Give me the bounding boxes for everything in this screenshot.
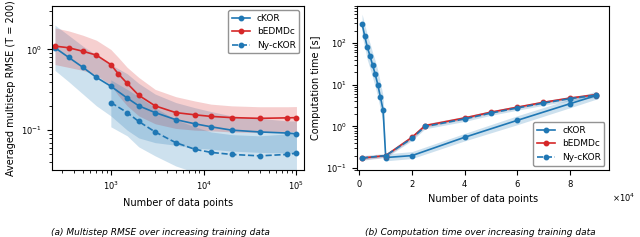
cKOR [358,23,366,25]
Ny-cKOR [421,125,429,128]
cKOR [371,73,379,76]
Line: cKOR: cKOR [52,46,299,136]
bEDMDc [93,54,100,57]
Ny-cKOR [592,94,600,97]
bEDMDc [566,97,573,100]
cKOR [51,46,59,49]
bEDMDc [172,111,180,114]
cKOR [107,85,115,88]
bEDMDc [540,101,547,104]
cKOR [93,76,100,79]
Line: bEDMDc: bEDMDc [52,44,299,121]
bEDMDc [358,157,366,160]
bEDMDc [115,72,122,75]
bEDMDc [191,113,198,116]
cKOR [361,34,369,37]
Ny-cKOR [107,101,115,104]
Ny-cKOR [566,97,573,100]
Ny-cKOR [513,107,521,109]
bEDMDc [408,136,416,139]
X-axis label: Number of data points: Number of data points [123,198,233,208]
cKOR [366,54,374,57]
Ny-cKOR [151,131,159,133]
Ny-cKOR [382,154,390,157]
Text: $\times10^4$: $\times10^4$ [612,191,635,204]
cKOR [369,64,376,66]
bEDMDc [65,46,72,49]
cKOR [374,83,381,86]
cKOR [151,111,159,114]
Ny-cKOR [228,153,236,156]
Ny-cKOR [191,148,198,151]
cKOR [513,119,521,122]
bEDMDc [124,82,131,85]
bEDMDc [228,116,236,119]
Y-axis label: Averaged multistep RMSE (T = 200): Averaged multistep RMSE (T = 200) [6,0,15,176]
bEDMDc [79,50,87,53]
cKOR [65,56,72,59]
X-axis label: Number of data points: Number of data points [428,194,538,204]
Text: (b) Computation time over increasing training data: (b) Computation time over increasing tra… [365,228,595,237]
cKOR [79,66,87,69]
cKOR [592,94,600,97]
cKOR [135,105,143,107]
Line: Ny-cKOR: Ny-cKOR [360,93,598,160]
cKOR [207,125,215,128]
cKOR [228,129,236,132]
bEDMDc [592,93,600,96]
Line: Ny-cKOR: Ny-cKOR [109,100,299,158]
Ny-cKOR [256,155,264,157]
bEDMDc [151,105,159,107]
Ny-cKOR [408,137,416,140]
bEDMDc [487,111,495,114]
cKOR [376,96,384,99]
Ny-cKOR [540,102,547,105]
cKOR [380,109,387,111]
Text: (a) Multistep RMSE over increasing training data: (a) Multistep RMSE over increasing train… [51,228,269,237]
cKOR [408,154,416,157]
Legend: cKOR, bEDMDc, Ny-cKOR: cKOR, bEDMDc, Ny-cKOR [533,122,605,166]
Ny-cKOR [292,152,300,155]
bEDMDc [284,116,291,119]
Line: bEDMDc: bEDMDc [360,92,598,160]
bEDMDc [107,63,115,66]
cKOR [172,118,180,121]
Ny-cKOR [124,111,131,114]
cKOR [124,97,131,100]
cKOR [382,156,390,159]
cKOR [191,122,198,125]
cKOR [292,132,300,135]
Ny-cKOR [172,141,180,144]
Ny-cKOR [358,157,366,160]
bEDMDc [292,116,300,119]
cKOR [256,131,264,133]
bEDMDc [461,117,468,119]
Ny-cKOR [487,112,495,114]
Ny-cKOR [284,153,291,156]
bEDMDc [207,115,215,118]
Y-axis label: Computation time [s]: Computation time [s] [311,36,321,140]
bEDMDc [51,45,59,48]
bEDMDc [513,106,521,109]
Ny-cKOR [461,118,468,120]
bEDMDc [256,117,264,120]
bEDMDc [421,124,429,127]
Line: cKOR: cKOR [360,22,598,160]
cKOR [284,132,291,134]
cKOR [364,46,371,49]
bEDMDc [382,154,390,157]
Ny-cKOR [207,151,215,154]
bEDMDc [135,94,143,97]
cKOR [566,102,573,105]
Ny-cKOR [135,120,143,123]
cKOR [461,136,468,139]
Legend: cKOR, bEDMDc, Ny-cKOR: cKOR, bEDMDc, Ny-cKOR [228,10,300,53]
